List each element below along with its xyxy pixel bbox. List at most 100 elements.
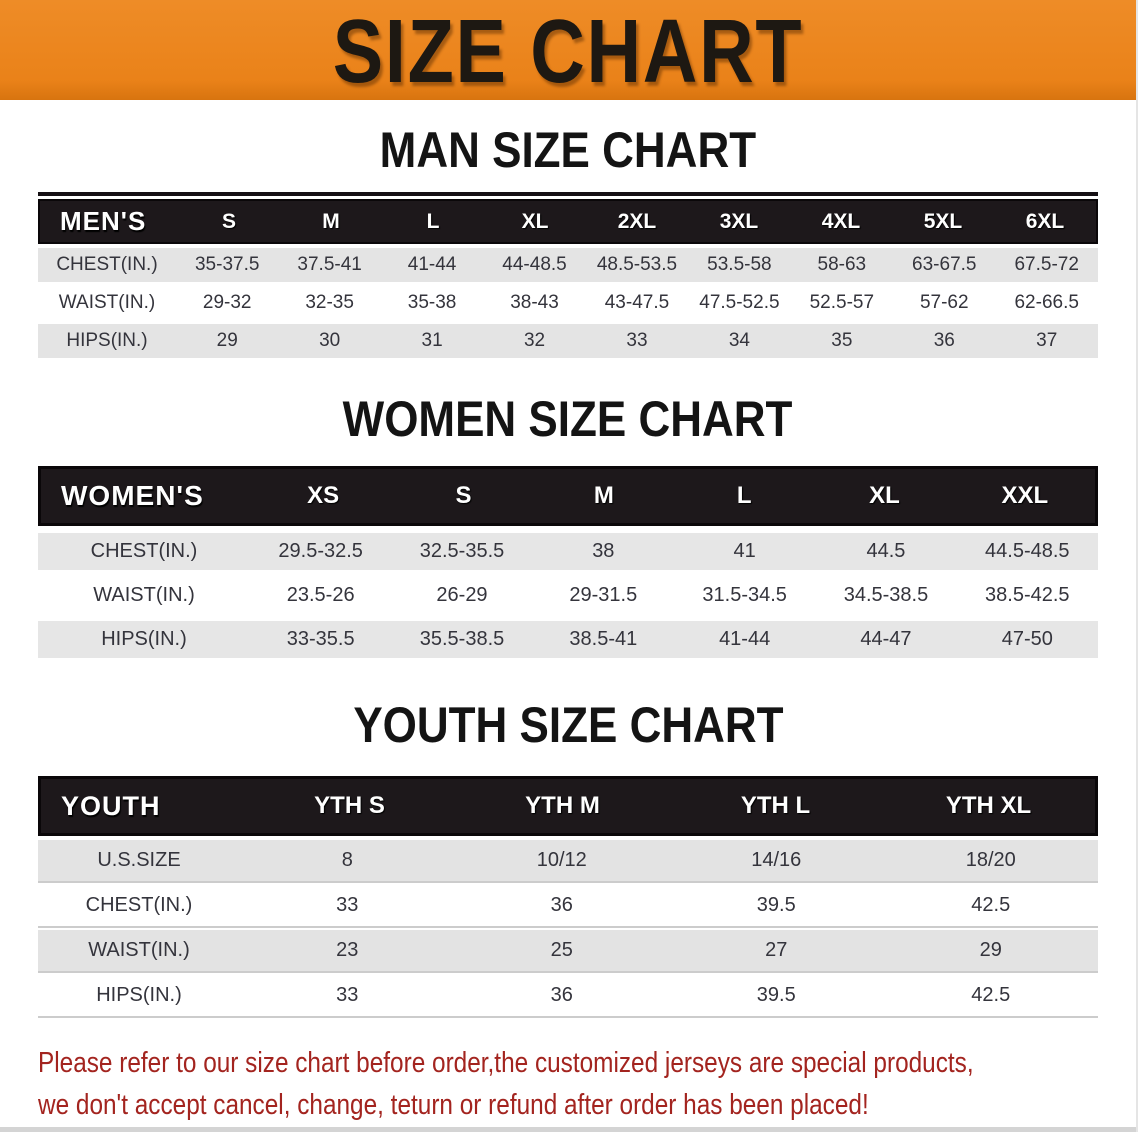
row-label: CHEST(IN.) xyxy=(85,894,193,916)
cell-value: 32 xyxy=(523,330,546,351)
table-row: CHEST(IN.) 35-37.5 37.5-41 41-44 44-48.5 48.5… xyxy=(38,248,1098,282)
cell-value: 35-37.5 xyxy=(194,254,260,275)
size-column-header: YTH M xyxy=(525,792,600,819)
row-label: WAIST(IN.) xyxy=(88,939,190,961)
cell-value: 29-31.5 xyxy=(569,584,638,606)
table-header-row: WOMEN'S XS S M L XL XXL xyxy=(38,466,1098,526)
size-column-header: S xyxy=(221,209,236,233)
cell-value: 39.5 xyxy=(756,894,796,916)
cell-value: 38.5-41 xyxy=(569,628,638,650)
cell-value: 52.5-57 xyxy=(809,292,875,313)
size-column-header: 3XL xyxy=(719,209,759,233)
cell-value: 42.5 xyxy=(971,894,1011,916)
cell-value: 29 xyxy=(216,330,238,351)
table-header-row: YOUTH YTH S YTH M YTH L YTH XL xyxy=(38,776,1098,836)
table-row: HIPS(IN.) 29 30 31 32 33 34 35 36 37 xyxy=(38,324,1098,358)
cell-value: 25 xyxy=(550,939,573,961)
man-size-section: MAN SIZE CHART MEN'S S M L XL 2XL 3XL 4XL 5XL 6XL… xyxy=(0,125,1136,358)
row-label: CHEST(IN.) xyxy=(56,254,158,275)
cell-value: 36 xyxy=(933,330,955,351)
cell-value: 33 xyxy=(626,330,648,351)
youth-section-title-text: YOUTH SIZE CHART xyxy=(352,697,784,753)
cell-value: 10/12 xyxy=(536,849,587,871)
cell-value: 29-32 xyxy=(202,292,252,313)
table-group-label: WOMEN'S xyxy=(61,480,204,511)
size-column-header: L xyxy=(736,482,752,509)
cell-value: 47-50 xyxy=(1001,628,1053,650)
table-row: CHEST(IN.) 29.5-32.5 32.5-35.5 38 41 44.5 44.5… xyxy=(38,533,1098,570)
cell-value: 27 xyxy=(765,939,788,961)
cell-value: 31 xyxy=(421,330,443,351)
table-row: CHEST(IN.) 33 36 39.5 42.5 xyxy=(38,885,1098,926)
cell-value: 35-38 xyxy=(407,292,457,313)
cell-value: 33 xyxy=(336,894,359,916)
cell-value: 18/20 xyxy=(965,849,1016,871)
row-label: U.S.SIZE xyxy=(97,849,181,871)
table-body: CHEST(IN.) 29.5-32.5 32.5-35.5 38 41 44.5 44.5… xyxy=(38,533,1098,658)
cell-value: 8 xyxy=(341,849,353,871)
cell-value: 34.5-38.5 xyxy=(843,584,929,606)
table-row: WAIST(IN.) 23.5-26 26-29 29-31.5 31.5-34.5 34… xyxy=(38,577,1098,614)
cell-value: 31.5-34.5 xyxy=(702,584,787,606)
row-label: CHEST(IN.) xyxy=(90,540,198,562)
cell-value: 36 xyxy=(550,894,573,916)
size-column-header: YTH S xyxy=(314,792,385,819)
size-column-header: 6XL xyxy=(1025,209,1065,233)
disclaimer-line-2-text: we don't accept cancel, change, teturn o… xyxy=(38,1089,869,1122)
size-column-header: S xyxy=(455,482,472,509)
cell-value: 58-63 xyxy=(817,254,867,275)
cell-value: 29.5-32.5 xyxy=(278,540,363,562)
table-header-row: MEN'S S M L XL 2XL 3XL 4XL 5XL 6XL xyxy=(38,199,1098,244)
man-section-title: MAN SIZE CHART xyxy=(0,125,1136,175)
table-row: HIPS(IN.) 33-35.5 35.5-38.5 38.5-41 41-44 44-… xyxy=(38,621,1098,658)
men-size-table: MEN'S S M L XL 2XL 3XL 4XL 5XL 6XL CHEST(IN.) 35-37… xyxy=(38,192,1098,358)
women-section-title-text: WOMEN SIZE CHART xyxy=(343,391,793,447)
cell-value: 29 xyxy=(979,939,1002,961)
cell-value: 44.5 xyxy=(866,540,906,562)
cell-value: 37 xyxy=(1036,330,1058,351)
table-row: WAIST(IN.) 23 25 27 29 xyxy=(38,930,1098,971)
cell-value: 53.5-58 xyxy=(707,254,772,275)
cell-value: 44-47 xyxy=(860,628,912,650)
cell-value: 30 xyxy=(319,330,341,351)
size-column-header: L xyxy=(426,209,440,233)
size-column-header: XL xyxy=(869,482,900,509)
row-label: HIPS(IN.) xyxy=(66,330,148,351)
size-column-header: XXL xyxy=(1001,482,1049,509)
table-group-label: MEN'S xyxy=(60,206,147,236)
cell-value: 33-35.5 xyxy=(286,628,355,650)
disclaimer-line-1-text: Please refer to our size chart before or… xyxy=(38,1047,974,1079)
cell-value: 35 xyxy=(831,330,853,351)
cell-value: 35.5-38.5 xyxy=(419,628,505,650)
cell-value: 43-47.5 xyxy=(604,292,670,313)
youth-size-table: YOUTH YTH S YTH M YTH L YTH XL U.S.SIZE 8 10/12… xyxy=(38,776,1098,1016)
size-column-header: YTH XL xyxy=(945,792,1032,819)
cell-value: 38.5-42.5 xyxy=(985,584,1070,606)
women-size-table: WOMEN'S XS S M L XL XXL CHEST(IN.) 29.5-32.5 32.5… xyxy=(38,466,1098,658)
cell-value: 42.5 xyxy=(971,984,1011,1006)
cell-value: 44-48.5 xyxy=(502,254,567,275)
cell-value: 34 xyxy=(728,330,750,351)
size-column-header: M xyxy=(322,209,340,233)
man-section-title-text: MAN SIZE CHART xyxy=(379,122,757,178)
banner: SIZE CHART xyxy=(0,0,1136,100)
cell-value: 41-44 xyxy=(407,254,457,275)
row-label: WAIST(IN.) xyxy=(58,292,156,313)
cell-value: 36 xyxy=(550,984,573,1006)
cell-value: 63-67.5 xyxy=(912,254,977,275)
bottom-edge-bar xyxy=(0,1127,1136,1132)
cell-value: 26-29 xyxy=(436,584,488,606)
size-column-header: 4XL xyxy=(821,209,861,233)
cell-value: 44.5-48.5 xyxy=(985,540,1070,562)
youth-section-title: YOUTH SIZE CHART xyxy=(0,700,1136,750)
cell-value: 38 xyxy=(592,540,615,562)
table-body: U.S.SIZE 8 10/12 14/16 18/20 CHEST(IN.) 33 36 39… xyxy=(38,840,1098,1016)
cell-value: 62-66.5 xyxy=(1014,292,1079,313)
cell-value: 39.5 xyxy=(756,984,796,1006)
size-column-header: 2XL xyxy=(617,209,657,233)
table-group-label: YOUTH xyxy=(61,790,161,821)
size-column-header: YTH L xyxy=(740,792,811,819)
disclaimer-line-1: Please refer to our size chart before or… xyxy=(38,1042,1136,1084)
cell-value: 37.5-41 xyxy=(297,254,362,275)
size-column-header: M xyxy=(593,482,614,509)
